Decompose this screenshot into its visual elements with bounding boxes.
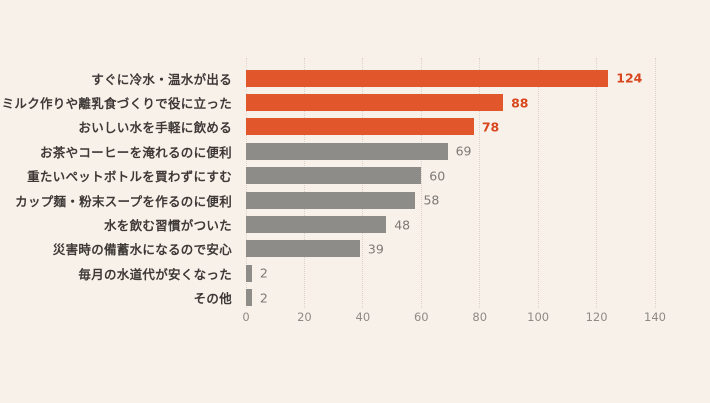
bar-track: 48 [246,216,710,234]
bar-row: お茶やコーヒーを淹れるのに便利 69 [0,139,710,163]
gridline [654,58,656,308]
bar [246,118,474,136]
bar-value: 39 [367,241,384,257]
bar-value: 58 [423,192,440,208]
bar [246,167,422,185]
bar-value: 124 [616,70,643,86]
bar-label: 重たいペットボトルを買わずにすむ [27,169,232,185]
bar-row: 毎月の水道代が安くなった 2 [0,261,710,285]
bar-label: カップ麺・粉末スープを作るのに便利 [15,193,232,209]
bar-row: カップ麺・粉末スープを作るのに便利 58 [0,188,710,212]
x-tick-label: 0 [242,310,250,324]
x-tick-label: 140 [644,310,666,324]
bar-track: 39 [246,240,710,258]
bar [246,240,360,258]
bar-label: ミルク作りや離乳食づくりで役に立った [1,96,232,112]
bar-track: 2 [246,264,710,282]
bar-label: 災害時の備蓄水になるので安心 [52,242,232,258]
x-tick-label: 100 [527,310,550,324]
gridline [596,58,598,308]
gridline [537,58,539,308]
bar [246,142,448,160]
bar-track: 88 [246,94,710,112]
bar-row: 重たいペットボトルを買わずにすむ 60 [0,164,710,188]
bar-track: 2 [246,289,710,307]
bar-track: 60 [246,167,710,185]
bar-track: 78 [246,118,710,136]
bar [246,69,609,87]
x-axis: 0 20 40 60 80 100 120 140 [0,310,710,328]
bar-value: 2 [259,290,268,306]
bar-row: すぐに冷水・温水が出る 124 [0,66,710,90]
bar-value: 60 [429,168,446,184]
bar-value: 88 [511,95,529,111]
gridline [420,58,422,308]
bar [246,216,387,234]
bar-value: 48 [394,217,411,233]
bar-row: 災害時の備蓄水になるので安心 39 [0,237,710,261]
bar-rows: すぐに冷水・温水が出る 124 ミルク作りや離乳食づくりで役に立った 88 おいしい水を… [0,66,710,310]
x-tick-label: 20 [297,310,312,324]
bar-track: 69 [246,142,710,160]
bar-value: 78 [481,119,500,135]
bar-row: おいしい水を手軽に飲める 78 [0,115,710,139]
bar-track: 124 [246,69,710,87]
bar [246,289,252,307]
bar [246,264,252,282]
bar [246,191,416,209]
bar-label: 水を飲む習慣がついた [103,218,232,234]
bar-label: おいしい水を手軽に飲める [78,120,232,136]
x-tick-label: 120 [585,310,608,324]
gridline [479,58,481,308]
bar-row: その他 2 [0,286,710,310]
bar-value: 2 [259,265,268,281]
bar-label: すぐに冷水・温水が出る [91,71,232,87]
x-tick-label: 40 [355,310,371,324]
bar-track: 58 [246,191,710,209]
bar-label: その他 [193,291,232,307]
bar-row: 水を飲む習慣がついた 48 [0,212,710,236]
bar-label: お茶やコーヒーを淹れるのに便利 [39,144,232,160]
x-tick-label: 60 [413,310,429,324]
bar-label: 毎月の水道代が安くなった [78,266,232,282]
bar-value: 69 [455,143,472,159]
x-tick-label: 80 [472,310,488,324]
bar [246,94,504,112]
bar-row: ミルク作りや離乳食づくりで役に立った 88 [0,90,710,114]
